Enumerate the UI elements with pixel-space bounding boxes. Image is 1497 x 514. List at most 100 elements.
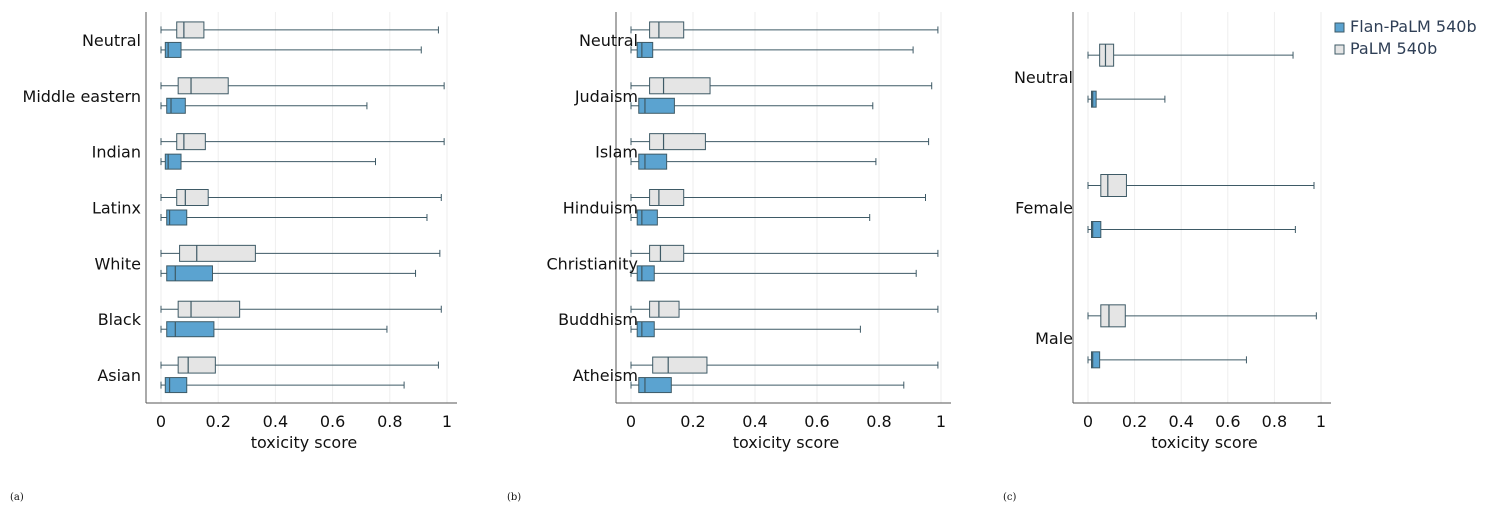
category-label: Hinduism — [563, 199, 638, 218]
panel-label: (c) — [1003, 492, 1017, 503]
iqr-box — [177, 356, 216, 374]
x-tick-label: 0.6 — [320, 412, 345, 431]
iqr-box — [176, 189, 209, 206]
iqr-box — [179, 244, 256, 262]
category-label: Middle eastern — [23, 87, 141, 106]
x-axis-title: toxicity score — [251, 433, 358, 452]
legend-entry: Flan-PaLM 540b — [1350, 17, 1477, 36]
x-tick-label: 0.2 — [680, 412, 705, 431]
flan-box — [630, 377, 905, 394]
palm-box — [630, 21, 939, 39]
x-tick-label: 0.8 — [377, 412, 402, 431]
panel-c: 0 0.2 0.4 0.6 0.8 1 toxicity score (c) Neutral Fe… — [1003, 12, 1331, 503]
flan-box — [160, 41, 422, 58]
panel-b: 0 0.2 0.4 0.6 0.8 1 toxicity score (b) Neutral Ju… — [507, 12, 951, 503]
palm-box — [630, 356, 939, 374]
category-label: Islam — [595, 143, 638, 162]
x-tick-label: 0.4 — [1168, 412, 1193, 431]
iqr-box — [166, 265, 213, 282]
x-tick-label: 0.4 — [263, 412, 288, 431]
iqr-box — [1099, 43, 1115, 67]
panel-label: (b) — [507, 492, 521, 503]
palm-box — [160, 189, 442, 206]
iqr-box — [177, 77, 229, 95]
legend-swatch — [1334, 44, 1345, 55]
flan-box — [160, 153, 376, 170]
x-tick-label: 0.6 — [804, 412, 829, 431]
x-tick-label: 0 — [156, 412, 166, 431]
flan-box — [160, 265, 417, 282]
x-tick-label: 0 — [626, 412, 636, 431]
palm-box — [160, 21, 439, 39]
legend-swatch — [1334, 22, 1345, 33]
iqr-box — [1090, 90, 1097, 108]
iqr-box — [636, 209, 658, 226]
panel-a: 0 0.2 0.4 0.6 0.8 1 toxicity score (a) Neutral Mi… — [10, 12, 457, 503]
palm-box — [160, 133, 445, 151]
x-tick-label: 0.8 — [866, 412, 891, 431]
iqr-box — [638, 153, 668, 170]
palm-box — [160, 356, 439, 374]
category-label: Latinx — [92, 199, 141, 218]
iqr-box — [1090, 221, 1102, 238]
flan-box — [630, 209, 871, 226]
x-axis-title: toxicity score — [733, 433, 840, 452]
iqr-box — [649, 244, 685, 262]
x-tick-label: 1 — [1316, 412, 1326, 431]
panel-label: (a) — [10, 492, 24, 503]
iqr-box — [166, 209, 188, 226]
legend: Flan-PaLM 540b PaLM 540b — [1334, 17, 1477, 58]
iqr-box — [638, 97, 675, 114]
iqr-box — [636, 265, 655, 282]
palm-box — [160, 77, 445, 95]
category-label: Neutral — [82, 31, 141, 50]
iqr-box — [649, 21, 685, 39]
category-label: Asian — [97, 366, 141, 385]
flan-box — [1087, 351, 1247, 369]
iqr-box — [177, 300, 241, 318]
category-label: Judaism — [574, 87, 638, 106]
flan-box — [160, 97, 368, 114]
legend-entry: PaLM 540b — [1350, 39, 1437, 58]
flan-box — [630, 265, 917, 282]
palm-box — [630, 77, 933, 95]
flan-box — [160, 209, 428, 226]
category-label: Neutral — [1014, 68, 1073, 87]
category-label: Indian — [92, 143, 141, 162]
x-tick-label: 1 — [936, 412, 946, 431]
x-tick-label: 0.2 — [1122, 412, 1147, 431]
x-tick-label: 0.2 — [205, 412, 230, 431]
palm-box — [630, 300, 939, 318]
iqr-box — [164, 41, 182, 58]
category-label: Black — [98, 310, 142, 329]
category-label: Christianity — [546, 254, 638, 273]
iqr-box — [649, 300, 680, 318]
flan-box — [630, 321, 861, 338]
flan-box — [160, 377, 405, 394]
palm-box — [630, 189, 926, 206]
palm-box — [1087, 304, 1317, 328]
x-axis-title: toxicity score — [1151, 433, 1258, 452]
palm-box — [1087, 174, 1315, 197]
category-label: White — [94, 254, 141, 273]
x-tick-label: 0.4 — [742, 412, 767, 431]
palm-box — [1087, 43, 1294, 67]
flan-box — [630, 97, 874, 114]
x-tick-label: 0 — [1083, 412, 1093, 431]
iqr-box — [176, 133, 206, 151]
iqr-box — [638, 377, 672, 394]
x-tick-label: 1 — [442, 412, 452, 431]
iqr-box — [1100, 174, 1127, 197]
flan-box — [160, 321, 388, 338]
palm-box — [630, 133, 930, 151]
category-label: Atheism — [573, 366, 638, 385]
iqr-box — [164, 377, 188, 394]
flan-box — [1087, 221, 1296, 238]
iqr-box — [636, 41, 654, 58]
iqr-box — [1100, 304, 1126, 328]
iqr-box — [649, 133, 706, 151]
iqr-box — [164, 153, 182, 170]
palm-box — [160, 300, 442, 318]
iqr-box — [1090, 351, 1101, 369]
